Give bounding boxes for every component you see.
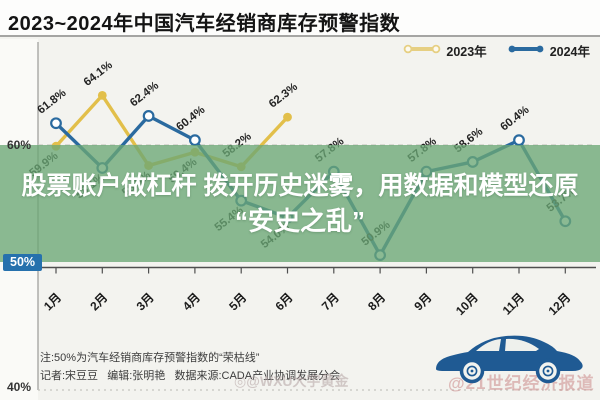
- x-axis-label: 3月: [134, 290, 157, 313]
- legend-item-2024: 2024年: [507, 41, 590, 60]
- x-axis-label: 10月: [453, 290, 481, 318]
- x-axis-label: 11月: [500, 290, 527, 317]
- data-point-marker: [97, 90, 107, 100]
- data-point-label: 62.4%: [128, 80, 161, 110]
- data-point-label: 61.8%: [35, 87, 68, 117]
- legend-line-2023-icon: [403, 42, 441, 60]
- data-point-marker: [142, 110, 155, 122]
- y-axis-label-40: 40%: [7, 380, 32, 394]
- footnote-credits: 记者:宋豆豆 编辑:张明艳 数据来源:CADA产业协调发展分会: [40, 370, 341, 382]
- x-axis-label: 4月: [180, 290, 203, 313]
- legend-label-2024: 2024年: [549, 45, 590, 59]
- x-axis-label: 9月: [411, 290, 434, 313]
- y-axis-threshold-badge-50: 50%: [3, 254, 43, 271]
- title-bar: 2023~2024年中国汽车经销商库存预警指数: [0, 0, 600, 37]
- data-point-marker: [513, 134, 525, 147]
- legend-line-2024-icon: [507, 42, 545, 60]
- x-axis-label: 6月: [273, 290, 296, 313]
- data-point-marker: [283, 112, 292, 122]
- ad-overlay-text-line2: “安史之乱”: [234, 205, 365, 236]
- data-point-marker: [50, 117, 62, 130]
- y-axis-label-60: 60%: [7, 138, 32, 152]
- footnote-threshold: 注:50%为汽车经销商库存预警指数的“荣枯线”: [40, 352, 260, 364]
- x-axis-label: 7月: [319, 290, 342, 313]
- x-axis-label: 5月: [226, 290, 249, 313]
- chart-legend: 2023年 2024年: [403, 41, 590, 60]
- page-title: 2023~2024年中国汽车经销商库存预警指数: [8, 13, 401, 35]
- data-point-label: 60.4%: [498, 104, 531, 134]
- ad-overlay-banner: 股票账户做杠杆 拨开历史迷雾，用数据和模型还原 “安史之乱”: [0, 145, 600, 262]
- x-axis-label: 2月: [87, 290, 110, 313]
- legend-item-2023: 2023年: [403, 41, 487, 60]
- data-point-marker: [188, 134, 201, 147]
- car-illustration-icon: [436, 335, 583, 384]
- data-point-label: 60.4%: [174, 104, 207, 134]
- x-axis-label: 1月: [41, 290, 64, 313]
- data-point-label: 64.1%: [82, 59, 115, 89]
- data-point-label: 62.3%: [267, 81, 300, 111]
- x-axis-label: 12月: [546, 290, 574, 318]
- legend-label-2023: 2023年: [446, 45, 487, 59]
- x-axis-label: 8月: [365, 290, 388, 313]
- ad-overlay-text-line1: 股票账户做杠杆 拨开历史迷雾，用数据和模型还原: [21, 171, 579, 200]
